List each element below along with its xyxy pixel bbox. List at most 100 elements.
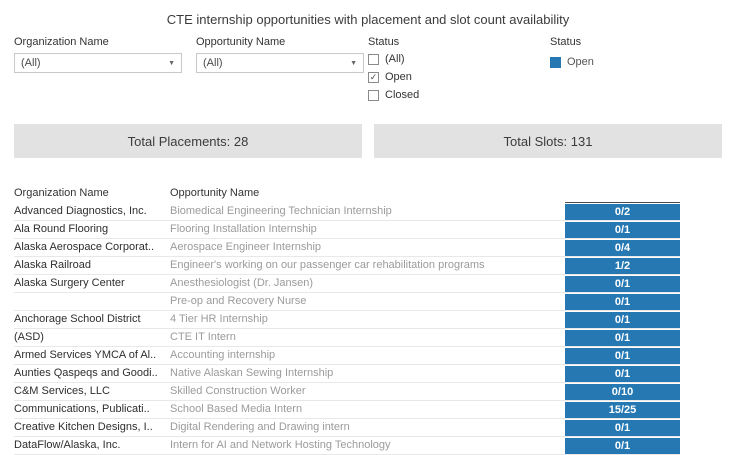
opportunity-dropdown[interactable]: (All) ▼	[196, 53, 364, 73]
table-row: Armed Services YMCA of Al.. Accounting in…	[14, 347, 680, 365]
count-cell: 0/1	[565, 311, 680, 328]
count-cell: 0/1	[565, 419, 680, 436]
filter-status: Status (All) ✓ Open Closed	[368, 36, 488, 107]
header-count-axis	[565, 181, 680, 203]
checkbox-unchecked-icon	[368, 89, 379, 101]
table-row: Alaska Surgery Center Anesthesiologist (D…	[14, 275, 680, 293]
table-row: Alaska Aerospace Corporat.. Aerospace Eng…	[14, 239, 680, 257]
filter-opportunity-name: Opportunity Name (All) ▼	[196, 36, 364, 73]
count-badge[interactable]: 0/1	[565, 222, 680, 238]
page-title: CTE internship opportunities with placem…	[166, 12, 570, 27]
legend-swatch-open	[550, 56, 561, 68]
status-checkbox-list: (All) ✓ Open Closed	[368, 53, 488, 101]
opportunity-cell: Flooring Installation Internship	[170, 223, 317, 235]
count-cell: 15/25	[565, 401, 680, 418]
opportunity-cell: Intern for AI and Network Hosting Techno…	[170, 439, 391, 451]
chevron-down-icon: ▼	[168, 59, 175, 67]
count-cell: 0/1	[565, 221, 680, 238]
table-row: C&M Services, LLC Skilled Construction Wo…	[14, 383, 680, 401]
table-header: Organization Name Opportunity Name	[14, 181, 680, 203]
opportunity-cell: CTE IT Intern	[170, 331, 236, 343]
opportunity-cell: 4 Tier HR Internship	[170, 313, 268, 325]
total-placements: Total Placements: 28	[14, 124, 362, 158]
count-badge[interactable]: 15/25	[565, 402, 680, 418]
count-badge[interactable]: 0/1	[565, 294, 680, 310]
organization-cell: Advanced Diagnostics, Inc.	[14, 205, 147, 217]
checkbox-label: Open	[385, 71, 412, 83]
organization-cell: Aunties Qaspeqs and Goodi..	[14, 367, 158, 379]
organization-cell: (ASD)	[14, 331, 44, 343]
table-row: Alaska Railroad Engineer's working on our…	[14, 257, 680, 275]
count-cell: 0/10	[565, 383, 680, 400]
filter-opportunity-label: Opportunity Name	[196, 36, 286, 48]
count-badge[interactable]: 0/10	[565, 384, 680, 400]
filter-organization-name: Organization Name (All) ▼	[14, 36, 182, 73]
count-cell: 0/1	[565, 437, 680, 454]
count-badge[interactable]: 0/1	[565, 348, 680, 364]
table-row: Aunties Qaspeqs and Goodi.. Native Alaska…	[14, 365, 680, 383]
status-checkbox-all[interactable]: (All)	[368, 53, 488, 65]
opportunity-dropdown-value: (All)	[203, 57, 223, 69]
count-badge[interactable]: 0/4	[565, 240, 680, 256]
table-row: Advanced Diagnostics, Inc. Biomedical Eng…	[14, 203, 680, 221]
checkbox-unchecked-icon	[368, 53, 379, 65]
opportunity-cell: Anesthesiologist (Dr. Jansen)	[170, 277, 314, 289]
header-organization-name: Organization Name	[14, 187, 109, 199]
count-cell: 0/1	[565, 347, 680, 364]
checkbox-label: Closed	[385, 89, 420, 101]
legend-title: Status	[550, 36, 582, 48]
legend-label: Open	[567, 56, 594, 68]
filter-organization-label: Organization Name	[14, 36, 109, 48]
organization-cell: Anchorage School District	[14, 313, 141, 325]
organization-cell: Creative Kitchen Designs, I..	[14, 421, 153, 433]
organization-cell: Alaska Aerospace Corporat..	[14, 241, 155, 253]
count-badge[interactable]: 0/1	[565, 420, 680, 436]
table-body: Advanced Diagnostics, Inc. Biomedical Eng…	[14, 203, 680, 455]
opportunity-cell: Digital Rendering and Drawing intern	[170, 421, 350, 433]
opportunity-cell: Aerospace Engineer Internship	[170, 241, 322, 253]
count-cell: 0/4	[565, 239, 680, 256]
organization-cell: Armed Services YMCA of Al..	[14, 349, 157, 361]
status-checkbox-open[interactable]: ✓ Open	[368, 71, 488, 83]
opportunities-table: Organization Name Opportunity Name Advan…	[14, 181, 680, 455]
organization-cell: C&M Services, LLC	[14, 385, 110, 397]
organization-cell	[14, 293, 170, 310]
count-badge[interactable]: 1/2	[565, 258, 680, 274]
count-badge[interactable]: 0/1	[565, 330, 680, 346]
table-row: Communications, Publicati.. School Based …	[14, 401, 680, 419]
table-row: Anchorage School District 4 Tier HR Inter…	[14, 311, 680, 329]
header-opportunity-name: Opportunity Name	[170, 187, 260, 199]
count-badge[interactable]: 0/1	[565, 438, 680, 454]
opportunity-cell: Native Alaskan Sewing Internship	[170, 367, 334, 379]
opportunity-cell: Engineer's working on our passenger car …	[170, 259, 485, 271]
checkbox-label: (All)	[385, 53, 405, 65]
organization-cell: Communications, Publicati..	[14, 403, 150, 415]
table-row: Pre-op and Recovery Nurse 0/1	[14, 293, 680, 311]
count-badge[interactable]: 0/2	[565, 204, 680, 220]
opportunity-cell: Skilled Construction Worker	[170, 385, 306, 397]
opportunity-cell: School Based Media Intern	[170, 403, 303, 415]
organization-cell: DataFlow/Alaska, Inc.	[14, 439, 121, 451]
opportunity-cell: Pre-op and Recovery Nurse	[170, 295, 307, 307]
table-row: Ala Round Flooring Flooring Installation …	[14, 221, 680, 239]
total-slots: Total Slots: 131	[374, 124, 722, 158]
legend-item-open[interactable]: Open	[550, 56, 594, 68]
count-badge[interactable]: 0/1	[565, 366, 680, 382]
count-cell: 0/1	[565, 329, 680, 346]
count-cell: 0/1	[565, 293, 680, 310]
organization-dropdown[interactable]: (All) ▼	[14, 53, 182, 73]
organization-cell: Alaska Railroad	[14, 259, 92, 271]
count-cell: 0/1	[565, 275, 680, 292]
count-cell: 0/1	[565, 365, 680, 382]
count-badge[interactable]: 0/1	[565, 276, 680, 292]
organization-cell: Alaska Surgery Center	[14, 277, 125, 289]
opportunity-cell: Biomedical Engineering Technician Intern…	[170, 205, 392, 217]
summary-row: Total Placements: 28 Total Slots: 131	[14, 124, 722, 158]
table-row: (ASD) CTE IT Intern 0/1	[14, 329, 680, 347]
filter-status-label: Status	[368, 36, 400, 48]
count-badge[interactable]: 0/1	[565, 312, 680, 328]
count-cell: 1/2	[565, 257, 680, 274]
status-checkbox-closed[interactable]: Closed	[368, 89, 488, 101]
count-cell: 0/2	[565, 203, 680, 220]
